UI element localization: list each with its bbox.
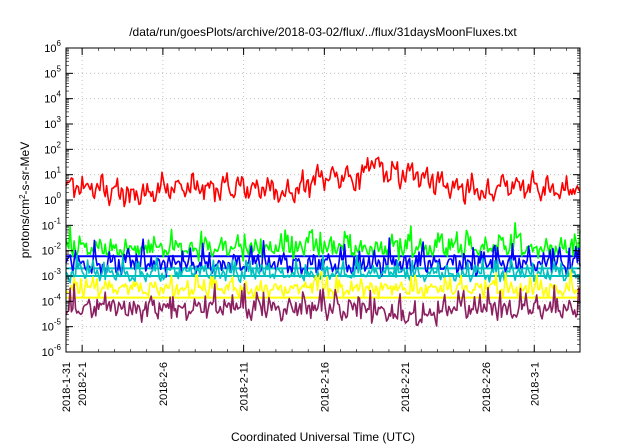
- x-tick-label: 2018-2-26: [481, 362, 493, 412]
- y-tick-base: 10: [44, 170, 56, 182]
- y-tick-base: 10: [44, 119, 56, 131]
- y-axis-title-post: -s-sr-MeV: [18, 142, 32, 195]
- data-series: [65, 156, 581, 327]
- x-tick-label: 2018-1-31: [61, 362, 73, 412]
- x-tick-label: 2018-3-1: [529, 362, 541, 406]
- y-tick-exponent: -5: [54, 318, 62, 327]
- y-tick-label: 10-5: [42, 318, 62, 334]
- y-tick-label: 102: [44, 140, 61, 156]
- y-tick-base: 10: [42, 322, 54, 334]
- y-tick-base: 10: [42, 246, 54, 258]
- axis-ticks: [65, 47, 580, 353]
- y-tick-label: 101: [44, 166, 61, 182]
- y-tick-label: 104: [44, 90, 61, 106]
- y-axis-title-sup: 2: [18, 194, 27, 199]
- series-line: [65, 282, 581, 327]
- y-tick-exponent: 2: [57, 140, 62, 149]
- y-tick-base: 10: [42, 220, 54, 232]
- y-tick-label: 10-1: [42, 216, 62, 232]
- y-tick-exponent: 6: [57, 39, 62, 48]
- y-tick-base: 10: [44, 68, 56, 80]
- y-tick-base: 10: [42, 347, 54, 359]
- x-tick-label: 2018-2-11: [239, 362, 251, 411]
- x-tick-label: 2018-2-21: [400, 362, 412, 412]
- y-tick-base: 10: [44, 43, 56, 55]
- y-tick-base: 10: [44, 144, 56, 156]
- y-tick-label: 106: [44, 39, 61, 55]
- x-tick-label: 2018-2-1: [77, 362, 89, 406]
- y-tick-label: 10-2: [42, 242, 62, 258]
- y-tick-label: 105: [44, 64, 61, 80]
- y-tick-labels: 10610510410310210110010-110-210-310-410-…: [42, 39, 62, 359]
- y-tick-exponent: 3: [57, 115, 62, 124]
- y-tick-base: 10: [42, 296, 54, 308]
- y-tick-exponent: 5: [57, 64, 62, 73]
- y-tick-exponent: 0: [57, 191, 62, 200]
- y-tick-label: 10-3: [42, 267, 62, 283]
- series-line: [65, 254, 581, 284]
- x-tick-labels: 2018-1-31 2018-2-1 2018-2-6 2018-2-11 2018-2…: [61, 362, 541, 412]
- y-tick-label: 10-6: [42, 343, 62, 359]
- chart-title: /data/run/goesPlots/archive/2018-03-02/f…: [129, 25, 517, 39]
- y-tick-exponent: 4: [57, 90, 62, 99]
- x-tick-label: 2018-2-6: [158, 362, 170, 406]
- x-tick-label: 2018-2-16: [319, 362, 331, 412]
- y-tick-label: 103: [44, 115, 61, 131]
- y-tick-exponent: -2: [54, 242, 62, 251]
- y-tick-base: 10: [44, 94, 56, 106]
- series-line: [65, 237, 581, 278]
- y-tick-exponent: -6: [54, 343, 62, 352]
- y-axis-title-pre: protons/cm: [18, 199, 32, 258]
- y-tick-exponent: -4: [54, 292, 62, 301]
- y-tick-base: 10: [42, 271, 54, 283]
- y-tick-exponent: 1: [57, 166, 62, 175]
- y-tick-exponent: -3: [54, 267, 62, 276]
- y-tick-base: 10: [44, 195, 56, 207]
- y-axis-title: protons/cm2-s-sr-MeV: [18, 142, 33, 258]
- series-line: [65, 156, 581, 208]
- y-tick-label: 10-4: [42, 292, 62, 308]
- y-tick-label: 100: [44, 191, 61, 207]
- y-tick-exponent: -1: [54, 216, 62, 225]
- x-axis-title: Coordinated Universal Time (UTC): [231, 430, 415, 444]
